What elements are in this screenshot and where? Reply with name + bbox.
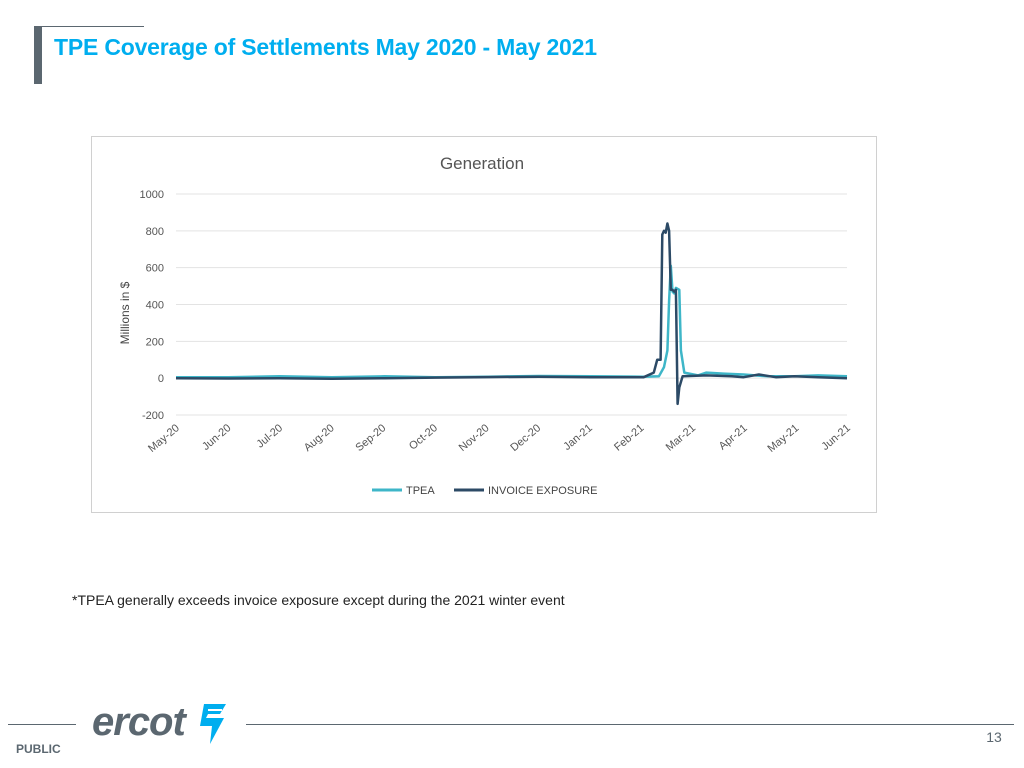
gridlines: [176, 193, 847, 416]
title-accent-rule: [42, 26, 144, 27]
lightning-bolt-icon: [200, 704, 226, 744]
x-tick-label: Nov-20: [457, 422, 492, 454]
x-tick-label: Aug-20: [302, 422, 337, 454]
y-tick-labels: -200 0 200 400 600 800 1000: [140, 189, 164, 422]
x-tick-label: Jan-21: [561, 422, 594, 453]
chart-frame: Generation Millions in $ -200 0 200 400 600 8…: [91, 136, 877, 513]
y-tick-label: 0: [158, 373, 164, 385]
ercot-logo: ercot: [92, 700, 226, 745]
y-tick-label: 800: [146, 226, 164, 238]
x-tick-label: Jul-20: [254, 422, 285, 450]
x-tick-label: Jun-21: [819, 422, 852, 453]
footer-rule-right: [246, 724, 1014, 725]
generation-chart: Generation Millions in $ -200 0 200 400 600 8…: [118, 154, 853, 497]
x-tick-label: Feb-21: [612, 422, 646, 454]
y-tick-label: 1000: [140, 189, 164, 201]
x-tick-labels: May-20 Jun-20 Jul-20 Aug-20 Sep-20 Oct-20 Nov-…: [146, 422, 853, 455]
x-tick-label: Apr-21: [717, 422, 750, 452]
series-lines: [175, 222, 848, 406]
public-label: PUBLIC: [16, 742, 61, 756]
x-tick-label: Jun-20: [200, 422, 233, 453]
legend-label: INVOICE EXPOSURE: [488, 485, 597, 497]
y-tick-label: 400: [146, 300, 164, 312]
x-tick-label: May-20: [146, 422, 182, 455]
series-line-invoice-exposure: [175, 222, 848, 406]
footer-rule-left: [8, 724, 76, 725]
series-line-tpea: [176, 264, 848, 379]
x-tick-label: Sep-20: [353, 422, 388, 454]
chart-title: Generation: [440, 154, 524, 173]
x-tick-label: Dec-20: [508, 422, 543, 454]
page-number: 13: [986, 729, 1002, 745]
y-tick-label: -200: [142, 410, 164, 422]
title-accent-bar: [34, 26, 42, 84]
footnote: *TPEA generally exceeds invoice exposure…: [72, 592, 565, 608]
page-title: TPE Coverage of Settlements May 2020 - M…: [54, 34, 597, 60]
x-tick-label: May-21: [765, 422, 801, 455]
legend-label: TPEA: [406, 485, 435, 497]
x-tick-label: Mar-21: [664, 422, 698, 454]
logo-text: ercot: [92, 700, 186, 744]
chart-legend: TPEA INVOICE EXPOSURE: [372, 485, 597, 497]
x-tick-label: Oct-20: [407, 422, 440, 452]
y-tick-label: 600: [146, 263, 164, 275]
y-tick-label: 200: [146, 336, 164, 348]
y-axis-label: Millions in $: [118, 281, 132, 344]
